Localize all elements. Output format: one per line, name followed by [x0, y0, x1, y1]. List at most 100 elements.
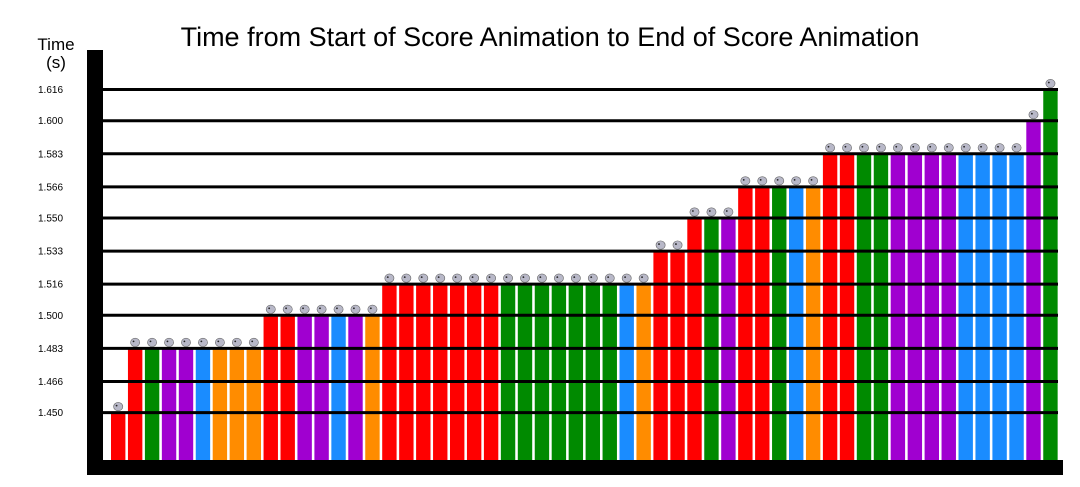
bar — [687, 218, 702, 460]
sprite-body — [1011, 143, 1022, 153]
sprite-body — [452, 273, 463, 283]
sprite-body — [248, 337, 259, 347]
sprite-body — [672, 240, 683, 250]
sprite-body — [893, 143, 903, 153]
pokemon-sprite-icon — [248, 337, 259, 347]
pokemon-sprite-icon — [214, 337, 225, 347]
y-tick-label: 1.450 — [38, 408, 63, 419]
sprite-body — [350, 304, 361, 314]
sprite-eye — [200, 340, 203, 343]
sprite-eye — [403, 276, 406, 279]
bar — [382, 284, 397, 460]
sprite-body — [130, 337, 141, 347]
pokemon-sprite-icon — [265, 304, 276, 314]
sprite-eye — [539, 276, 542, 279]
pokemon-sprite-icon — [943, 143, 954, 153]
sprite-eye — [793, 178, 796, 181]
bar — [195, 348, 211, 460]
sprite-eye — [810, 178, 813, 181]
bar — [365, 315, 380, 460]
pokemon-sprite-icon — [181, 337, 191, 347]
sprite-body — [638, 273, 649, 283]
sprite-eye — [115, 404, 118, 407]
pokemon-sprite-icon — [367, 304, 378, 314]
sprite-body — [960, 143, 971, 153]
bar — [941, 153, 956, 460]
pokemon-sprite-icon — [926, 143, 937, 153]
pokemon-sprite-icon — [655, 240, 666, 250]
sprite-eye — [725, 210, 728, 212]
sprite-eye — [912, 145, 915, 148]
pokemon-sprite-icon — [994, 143, 1005, 153]
pokemon-sprite-icon — [333, 304, 344, 314]
gridlines — [103, 88, 1058, 415]
sprite-body — [689, 207, 700, 217]
bar — [585, 284, 600, 460]
sprite-eye — [488, 276, 491, 279]
sprite-eye — [742, 178, 745, 181]
sprite-body — [554, 273, 564, 283]
sprite-eye — [454, 276, 457, 279]
sprite-body — [740, 176, 751, 186]
pokemon-sprite-icon — [1028, 110, 1039, 120]
sprite-eye — [505, 276, 508, 279]
pokemon-sprite-icon — [808, 176, 819, 186]
sprite-eye — [573, 276, 576, 279]
sprite-body — [977, 143, 988, 153]
y-axis — [87, 50, 103, 475]
bars — [111, 89, 1058, 461]
sprite-eye — [522, 276, 525, 279]
pokemon-sprite-icon — [384, 273, 395, 283]
bar — [619, 284, 634, 460]
sprite-body — [333, 304, 344, 314]
sprite-eye — [302, 307, 304, 310]
sprite-body — [435, 273, 446, 283]
sprite-body — [859, 143, 869, 153]
sprite-body — [1028, 110, 1039, 120]
sprite-body — [147, 337, 157, 347]
sprite-body — [198, 337, 208, 347]
bar — [246, 348, 261, 460]
bar — [958, 153, 973, 460]
pokemon-sprite-icon — [537, 273, 547, 283]
bar — [144, 348, 160, 460]
bar — [161, 348, 177, 460]
sprite-eye — [166, 340, 169, 343]
sprite-eye — [624, 276, 626, 279]
sprite-body — [113, 402, 124, 412]
pokemon-sprite-icon — [757, 176, 768, 186]
y-tick-label: 1.533 — [38, 247, 63, 258]
sprite-body — [401, 273, 412, 283]
sprite-eye — [268, 307, 271, 310]
bar — [975, 153, 990, 460]
bar — [839, 153, 855, 460]
pokemon-sprite-icon — [825, 143, 835, 153]
sprite-body — [655, 240, 666, 250]
sprite-body — [808, 176, 819, 186]
sprite-eye — [946, 145, 949, 148]
bar — [280, 315, 295, 460]
bar — [738, 186, 753, 461]
sprite-body — [231, 337, 242, 347]
pokemon-sprite-icon — [893, 143, 903, 153]
sprite-eye — [251, 340, 254, 343]
bar — [1043, 89, 1058, 460]
pokemon-sprite-icon — [791, 176, 802, 186]
sprite-eye — [369, 307, 372, 310]
pokemon-sprite-icon — [486, 273, 496, 283]
sprite-body — [587, 273, 598, 283]
sprite-eye — [997, 145, 999, 148]
bar — [433, 284, 448, 460]
pokemon-sprite-icon — [604, 273, 615, 283]
pokemon-sprite-icon — [876, 143, 886, 153]
bar — [483, 284, 499, 460]
sprite-eye — [319, 307, 321, 310]
sprite-body — [926, 143, 937, 153]
bar — [331, 315, 346, 460]
pokemon-sprite-icon — [113, 402, 124, 412]
bar — [602, 284, 617, 460]
y-tick-label: 1.516 — [38, 280, 63, 291]
pokemon-sprite-icon — [554, 273, 564, 283]
sprite-eye — [929, 145, 932, 148]
bar — [263, 315, 278, 460]
